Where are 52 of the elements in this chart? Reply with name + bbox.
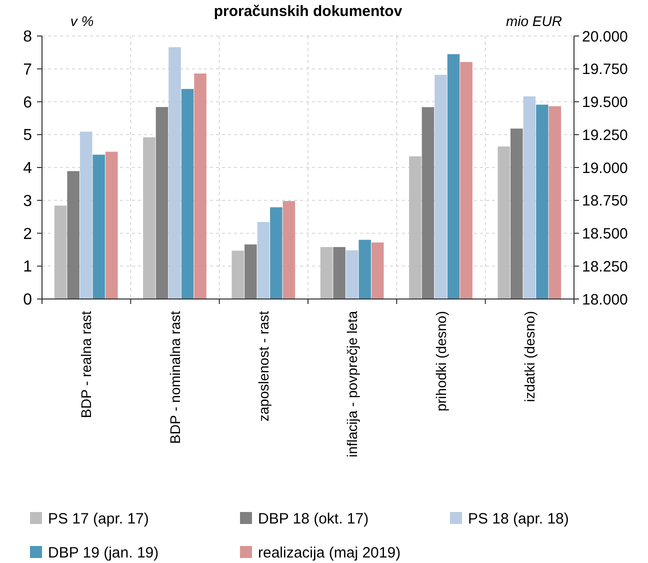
y-tick-label: 4 [23,160,32,178]
x-tick-label: prihodki (desno) [432,311,449,412]
bar [54,206,67,299]
bar [168,47,181,299]
bar [371,242,384,299]
y2-tick-label: 18.500 [582,226,628,242]
bar [92,154,105,299]
y2-tick-label: 19.500 [582,94,628,111]
y-tick-label: 0 [23,292,32,309]
bar [244,244,257,299]
y-tick-label: 7 [23,61,32,78]
y-tick-label: 5 [23,127,32,144]
x-tick-label: zaposlenost - rast [256,310,272,422]
bar [80,132,92,299]
y2-tick-label: 19.250 [582,126,628,144]
y2-tick-label: 20.000 [582,28,628,46]
y2-tick-label: 18.250 [582,258,628,276]
bar [156,107,168,299]
y2-tick-label: 19.750 [582,61,628,78]
x-tick-label: BDP - realna rast [78,310,94,418]
y2-tick-label: 18.000 [582,291,628,308]
x-tick-label: BDP - nominalna rast [166,310,183,444]
bar [181,88,194,299]
chart-title: proračunskih dokumentov [214,3,403,20]
bar [143,137,156,299]
y-tick-label: 8 [23,28,32,46]
legend-label: PS 18 (apr. 18) [468,510,569,528]
bar [67,171,80,299]
bar [346,250,358,299]
bar [257,222,270,299]
y-tick-label: 6 [23,94,32,112]
bar [320,247,333,299]
x-tick-label: izdatki (desno) [522,311,538,402]
y-tick-label: 3 [23,192,32,210]
legend-label: PS 17 (apr. 17) [48,510,149,528]
y-tick-label: 1 [23,258,32,276]
bar [194,73,206,299]
y2-tick-label: 18.750 [582,192,628,210]
y-axis-title: v % [70,13,94,29]
bar [105,152,118,299]
x-tick-label: inflacija - povprečje leta [344,310,360,458]
bar [333,247,346,299]
legend-label: DBP 18 (okt. 17) [258,510,369,528]
bar [358,240,371,299]
y2-axis-title: mio EUR [506,13,562,29]
y2-tick-label: 19.000 [582,160,628,177]
bar [282,201,296,299]
y-tick-label: 2 [23,226,32,243]
bar [270,207,282,299]
legend-label: DBP 19 (jan. 19) [48,544,159,562]
bar [232,250,244,299]
legend-label: realizacija (maj 2019) [258,544,401,562]
